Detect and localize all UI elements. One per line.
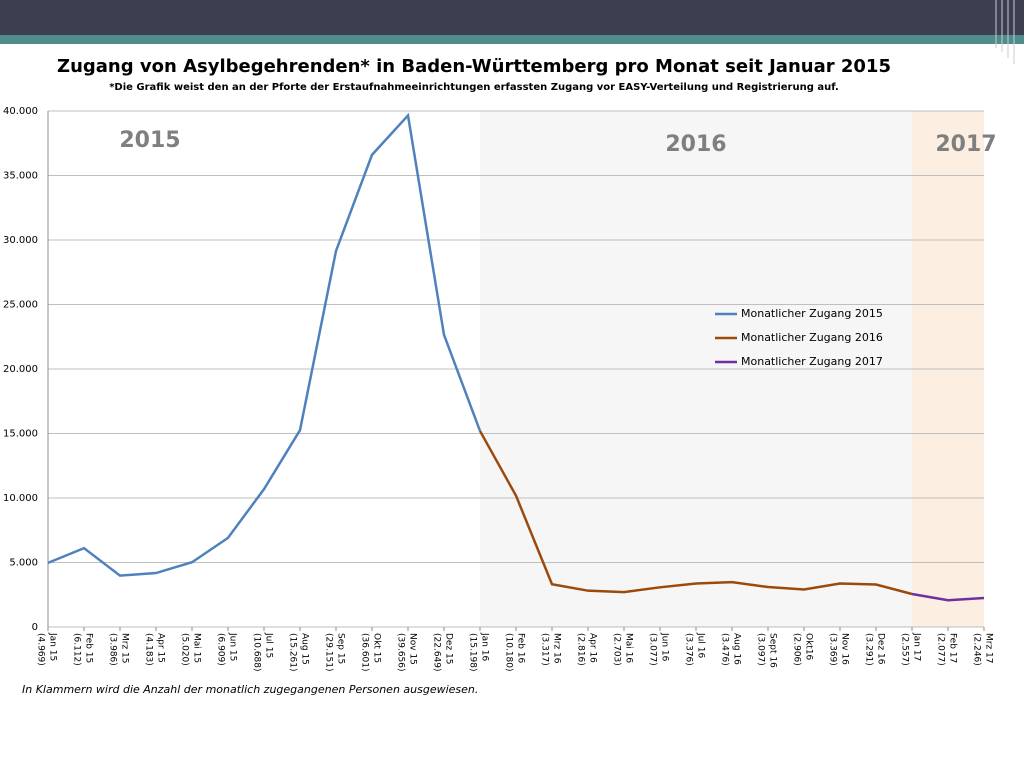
x-tick-label: Dez 16 bbox=[876, 633, 886, 665]
year-label: 2017 bbox=[935, 132, 996, 157]
y-tick-label: 5.000 bbox=[9, 558, 38, 569]
legend-label: Monatlicher Zugang 2016 bbox=[741, 331, 883, 344]
y-tick-label: 40.000 bbox=[3, 106, 38, 117]
y-tick-label: 15.000 bbox=[3, 429, 38, 440]
value-label: (36.601) bbox=[360, 633, 370, 672]
y-tick-label: 30.000 bbox=[3, 235, 38, 246]
value-label: (3.376) bbox=[684, 633, 694, 666]
value-label: (6.112) bbox=[72, 633, 82, 666]
value-label: (2.557) bbox=[900, 633, 910, 666]
year-label: 2015 bbox=[119, 128, 180, 153]
footnote: In Klammern wird die Anzahl der monatlic… bbox=[22, 683, 478, 696]
value-label: (3.291) bbox=[864, 633, 874, 666]
x-tick-label: Apr 16 bbox=[588, 633, 598, 663]
header-bar bbox=[0, 0, 1024, 35]
value-label: (4.183) bbox=[144, 633, 154, 666]
x-tick-label: Feb 16 bbox=[516, 633, 526, 664]
value-label: (3.476) bbox=[720, 633, 730, 666]
x-tick-label: Mrz 16 bbox=[552, 633, 562, 664]
value-label: (39.656) bbox=[396, 633, 406, 672]
x-tick-label: Sept 16 bbox=[768, 633, 778, 668]
value-label: (2.246) bbox=[972, 633, 982, 666]
value-label: (10.180) bbox=[504, 633, 514, 672]
x-tick-label: Okt 15 bbox=[372, 633, 382, 663]
value-label: (10.688) bbox=[252, 633, 262, 672]
x-tick-label: Feb 15 bbox=[84, 633, 94, 663]
value-label: (15.198) bbox=[468, 633, 478, 672]
header-decoration bbox=[995, 0, 1015, 64]
value-label: (2.703) bbox=[612, 633, 622, 666]
x-tick-label: Jan 17 bbox=[912, 632, 922, 661]
x-tick-label: Feb 17 bbox=[948, 633, 958, 663]
value-label: (5.020) bbox=[180, 633, 190, 666]
value-label: (22.649) bbox=[432, 633, 442, 672]
x-tick-label: Jun 16 bbox=[660, 632, 670, 662]
data-line bbox=[911, 592, 985, 602]
value-label: (3.097) bbox=[756, 633, 766, 666]
x-tick-label: Nov 15 bbox=[408, 633, 418, 665]
x-tick-label: Dez 15 bbox=[444, 633, 454, 665]
value-label: (3.369) bbox=[828, 633, 838, 666]
chart-subtitle: *Die Grafik weist den an der Pforte der … bbox=[109, 82, 839, 93]
x-tick-label: Aug 16 bbox=[732, 633, 742, 665]
y-tick-label: 35.000 bbox=[3, 171, 38, 182]
value-label: (3.077) bbox=[648, 633, 658, 666]
year-label: 2016 bbox=[665, 132, 726, 157]
x-tick-label: Jul 15 bbox=[264, 632, 274, 658]
value-label: (29.151) bbox=[324, 633, 334, 672]
value-label: (3.986) bbox=[108, 633, 118, 666]
value-label: (15.261) bbox=[288, 633, 298, 672]
value-label: (2.077) bbox=[936, 633, 946, 666]
x-tick-label: Mrz 15 bbox=[120, 633, 130, 664]
x-tick-label: Aug 15 bbox=[300, 633, 310, 665]
value-label: (3.317) bbox=[540, 633, 550, 666]
value-label: (2.816) bbox=[576, 633, 586, 666]
x-tick-label: Mai 15 bbox=[192, 633, 202, 663]
data-line bbox=[47, 112, 482, 577]
y-tick-label: 25.000 bbox=[3, 300, 38, 311]
x-tick-label: Nov 16 bbox=[840, 633, 850, 665]
y-tick-label: 10.000 bbox=[3, 493, 38, 504]
x-tick-label: Mrz 17 bbox=[984, 633, 994, 664]
header-strip bbox=[0, 35, 1024, 44]
data-line bbox=[478, 430, 913, 596]
x-tick-label: Jun 15 bbox=[228, 632, 238, 661]
x-tick-label: Mai 16 bbox=[624, 633, 634, 663]
y-tick-label: 20.000 bbox=[3, 364, 38, 375]
x-tick-label: Jan 15 bbox=[48, 632, 58, 661]
x-tick-label: Okt16 bbox=[804, 633, 814, 661]
legend-label: Monatlicher Zugang 2017 bbox=[741, 355, 883, 368]
chart-title: Zugang von Asylbegehrenden* in Baden-Wür… bbox=[57, 56, 891, 77]
value-label: (4.969) bbox=[36, 633, 46, 666]
y-tick-label: 0 bbox=[32, 622, 38, 633]
value-label: (2.906) bbox=[792, 633, 802, 666]
x-tick-label: Jan 16 bbox=[480, 632, 490, 661]
legend-label: Monatlicher Zugang 2015 bbox=[741, 307, 883, 320]
x-tick-label: Apr 15 bbox=[156, 633, 166, 663]
value-label: (6.909) bbox=[216, 633, 226, 666]
x-tick-label: Jul 16 bbox=[696, 632, 706, 658]
x-tick-label: Sep 15 bbox=[336, 633, 346, 664]
